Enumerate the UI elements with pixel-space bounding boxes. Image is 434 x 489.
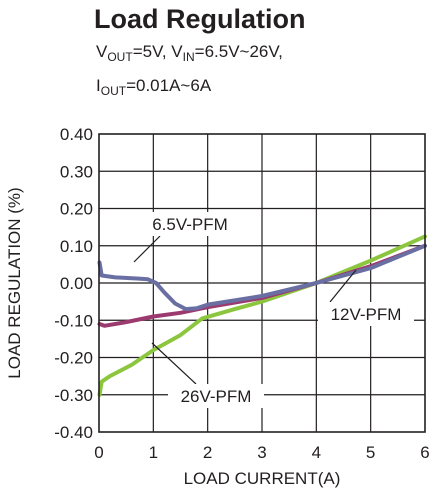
y-tick-label: 0.20	[60, 200, 93, 219]
annotation-leader-12v-pfm	[329, 269, 357, 303]
series-line-6-5v-pfm	[97, 243, 427, 312]
vin-range: =6.5V~26V,	[194, 42, 283, 61]
x-tick-label: 5	[366, 443, 375, 462]
test-conditions-line-1: VOUT=5V, VIN=6.5V~26V,	[96, 42, 283, 64]
y-axis-label: LOAD REGULATION (%)	[5, 187, 24, 378]
iout-range: =0.01A~6A	[126, 76, 212, 95]
vin-subscript: IN	[182, 50, 195, 64]
x-tick-label: 2	[203, 443, 212, 462]
vout-subscript: OUT	[107, 50, 133, 64]
vout-value: =5V, V	[132, 42, 183, 61]
y-tick-label: -0.20	[54, 349, 93, 368]
annotation-leader-26v-pfm	[151, 342, 197, 385]
y-tick-label: -0.10	[54, 311, 93, 330]
annotation-12v-pfm: 12V-PFM	[331, 305, 402, 324]
annotation-background-26v-pfm	[168, 384, 264, 408]
vout-symbol: V	[96, 42, 108, 61]
tick-label-layer: 0 1 2 3 4 5 6 0.40 0.30 0.20 0.10 0.00 -0.10 -0.20 -0.…	[54, 125, 429, 462]
y-tick-label: -0.40	[54, 423, 93, 442]
x-tick-label: 3	[257, 443, 266, 462]
x-axis-label: LOAD CURRENT(A)	[184, 469, 341, 488]
chart-title: Load Regulation	[94, 4, 306, 34]
annotation-6-5v-pfm: 6.5V-PFM	[152, 215, 228, 234]
x-tick-label: 4	[312, 443, 321, 462]
y-tick-label: 0.10	[60, 237, 93, 256]
y-tick-label: 0.00	[60, 274, 93, 293]
test-conditions-line-2: IOUT=0.01A~6A	[96, 76, 212, 98]
iout-symbol: I	[96, 76, 101, 95]
plot-frame	[98, 133, 426, 433]
x-tick-label: 6	[420, 443, 429, 462]
annotation-leader-6-5v-pfm	[133, 235, 161, 263]
annotation-26v-pfm: 26V-PFM	[181, 387, 252, 406]
iout-subscript: OUT	[100, 84, 127, 98]
annotation-layer: 6.5V-PFM 12V-PFM 26V-PFM	[133, 212, 414, 408]
y-tick-label: 0.30	[60, 162, 93, 181]
annotation-background-6-5v-pfm	[140, 212, 240, 236]
x-tick-label: 1	[149, 443, 158, 462]
annotation-background-12v-pfm	[318, 302, 414, 326]
series-layer	[97, 234, 427, 397]
y-tick-label: -0.30	[54, 386, 93, 405]
x-tick-label: 0	[94, 443, 103, 462]
y-tick-label: 0.40	[60, 125, 93, 144]
